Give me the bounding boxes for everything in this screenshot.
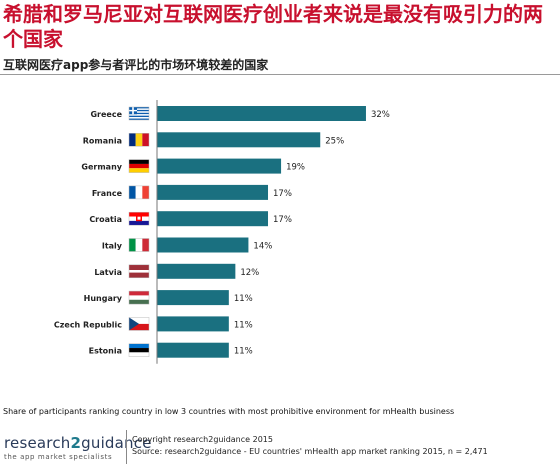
france-flag-icon [128, 185, 150, 200]
bar-romania [157, 132, 321, 148]
copyright-text: Copyright research2guidance 2015 [132, 435, 273, 444]
czech-republic-flag-icon [128, 317, 150, 331]
chart-subtitle: 互联网医疗app参与者评比的市场环境较差的国家 [3, 58, 269, 72]
data-label-france: 17% [273, 189, 292, 199]
bar-hungary [157, 290, 229, 306]
category-label-france: France [92, 189, 123, 198]
category-label-estonia: Estonia [89, 347, 122, 356]
bar-czech-republic [157, 316, 229, 332]
data-label-latvia: 12% [240, 268, 259, 278]
bar-france [157, 184, 269, 200]
bar-croatia [157, 211, 269, 227]
logo-tagline: the app market specialists [4, 453, 113, 461]
divider [0, 74, 560, 75]
latvia-flag-icon [128, 264, 150, 279]
romania-flag-icon [128, 133, 150, 147]
germany-flag-icon [128, 159, 150, 173]
data-label-germany: 19% [286, 163, 305, 173]
logo-text-accent: 2 [70, 434, 82, 452]
logo-text-suffix: guidance [81, 434, 152, 452]
category-label-greece: Greece [90, 110, 122, 119]
data-label-romania: 25% [325, 136, 344, 146]
bar-estonia [157, 342, 229, 358]
category-label-croatia: Croatia [89, 215, 122, 224]
category-label-germany: Germany [81, 163, 122, 172]
bar-greece [157, 106, 366, 121]
data-label-greece: 32% [371, 110, 390, 120]
credits: Copyright research2guidance 2015 Source:… [132, 434, 488, 458]
italy-flag-icon [128, 238, 150, 252]
chart-footnote: Share of participants ranking country in… [3, 407, 455, 416]
bar-latvia [157, 263, 236, 279]
logo-text-prefix: research [4, 434, 71, 452]
category-label-hungary: Hungary [84, 294, 123, 303]
estonia-flag-icon [128, 343, 150, 357]
category-label-italy: Italy [102, 242, 123, 251]
page-title: 希腊和罗马尼亚对互联网医疗创业者来说是最没有吸引力的两个国家 [3, 2, 543, 51]
category-label-czech-republic: Czech Republic [54, 320, 122, 329]
data-label-italy: 14% [253, 242, 272, 252]
data-label-czech-republic: 11% [234, 320, 253, 330]
footer-divider [126, 430, 127, 464]
bar-germany [157, 158, 282, 174]
hungary-flag-icon [128, 290, 150, 305]
source-text: Source: research2guidance - EU countries… [132, 447, 488, 456]
greece-flag-icon [128, 106, 150, 121]
bar-italy [157, 237, 249, 253]
data-label-estonia: 11% [234, 347, 253, 357]
data-label-croatia: 17% [273, 215, 292, 225]
bar-chart: Greece 32% Romania 25% Germany 19% France 17% Cr… [54, 100, 390, 364]
research2guidance-logo: research2guidance the app market special… [4, 434, 151, 461]
category-label-latvia: Latvia [94, 268, 122, 277]
croatia-flag-icon [128, 211, 150, 226]
data-label-hungary: 11% [234, 294, 253, 304]
category-label-romania: Romania [83, 136, 122, 145]
